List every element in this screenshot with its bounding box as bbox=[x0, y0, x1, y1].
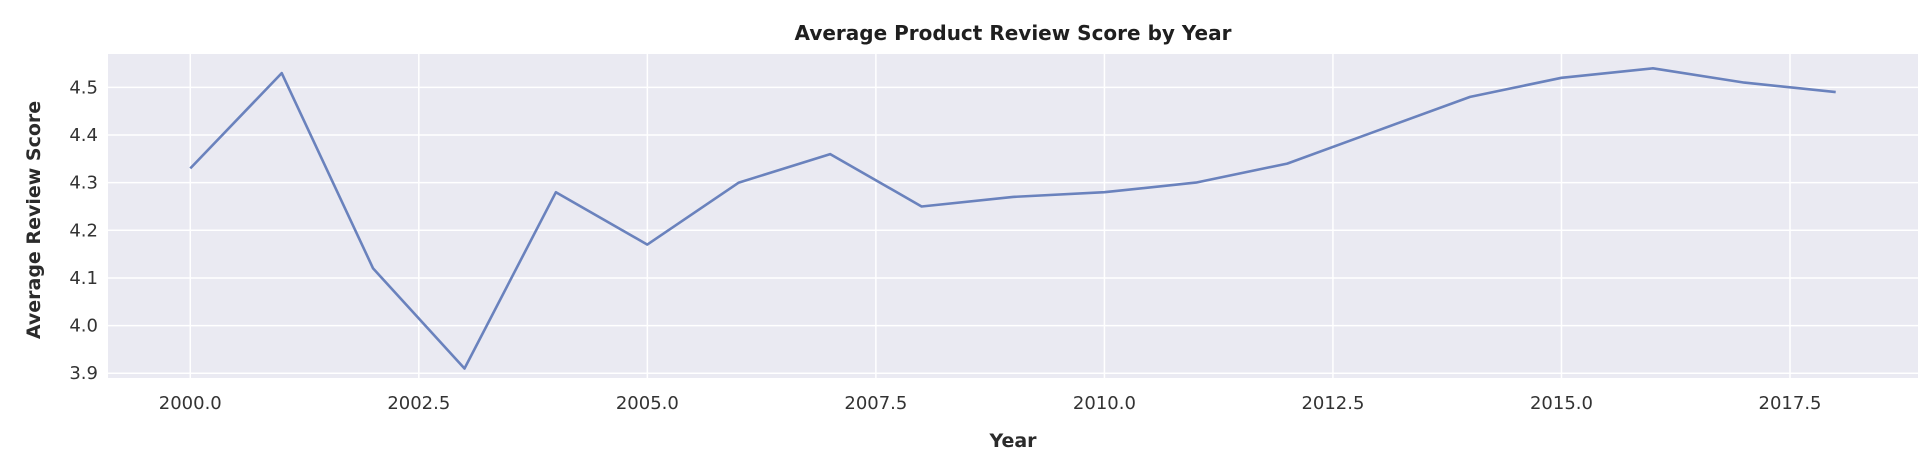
x-tick-label: 2017.5 bbox=[1759, 393, 1822, 414]
y-tick-label: 4.1 bbox=[69, 268, 98, 289]
chart-title: Average Product Review Score by Year bbox=[795, 21, 1232, 45]
x-tick-label: 2012.5 bbox=[1301, 393, 1364, 414]
y-tick-label: 4.3 bbox=[69, 173, 98, 194]
series-layer bbox=[189, 67, 1836, 370]
x-tick-label: 2010.0 bbox=[1073, 393, 1136, 414]
x-axis-label: Year bbox=[988, 430, 1037, 452]
x-tick-label: 2005.0 bbox=[616, 393, 679, 414]
y-axis-ticks: 3.9 4.0 4.1 4.2 4.3 4.4 4.5 bbox=[69, 77, 98, 384]
y-tick-label: 4.4 bbox=[69, 125, 98, 146]
y-tick-label: 3.9 bbox=[69, 363, 98, 384]
plot-area bbox=[108, 54, 1918, 378]
x-tick-label: 2002.5 bbox=[387, 393, 450, 414]
y-tick-label: 4.5 bbox=[69, 77, 98, 98]
grid-lines bbox=[108, 54, 1918, 378]
x-tick-label: 2007.5 bbox=[844, 393, 907, 414]
series-line bbox=[189, 67, 1836, 370]
x-axis-ticks: 2000.0 2002.5 2005.0 2007.5 2010.0 2012.5 2015… bbox=[159, 393, 1822, 414]
y-tick-label: 4.0 bbox=[69, 316, 98, 337]
x-tick-label: 2000.0 bbox=[159, 393, 222, 414]
y-axis-label: Average Review Score bbox=[23, 101, 45, 339]
y-tick-label: 4.2 bbox=[69, 220, 98, 241]
x-tick-label: 2015.0 bbox=[1530, 393, 1593, 414]
